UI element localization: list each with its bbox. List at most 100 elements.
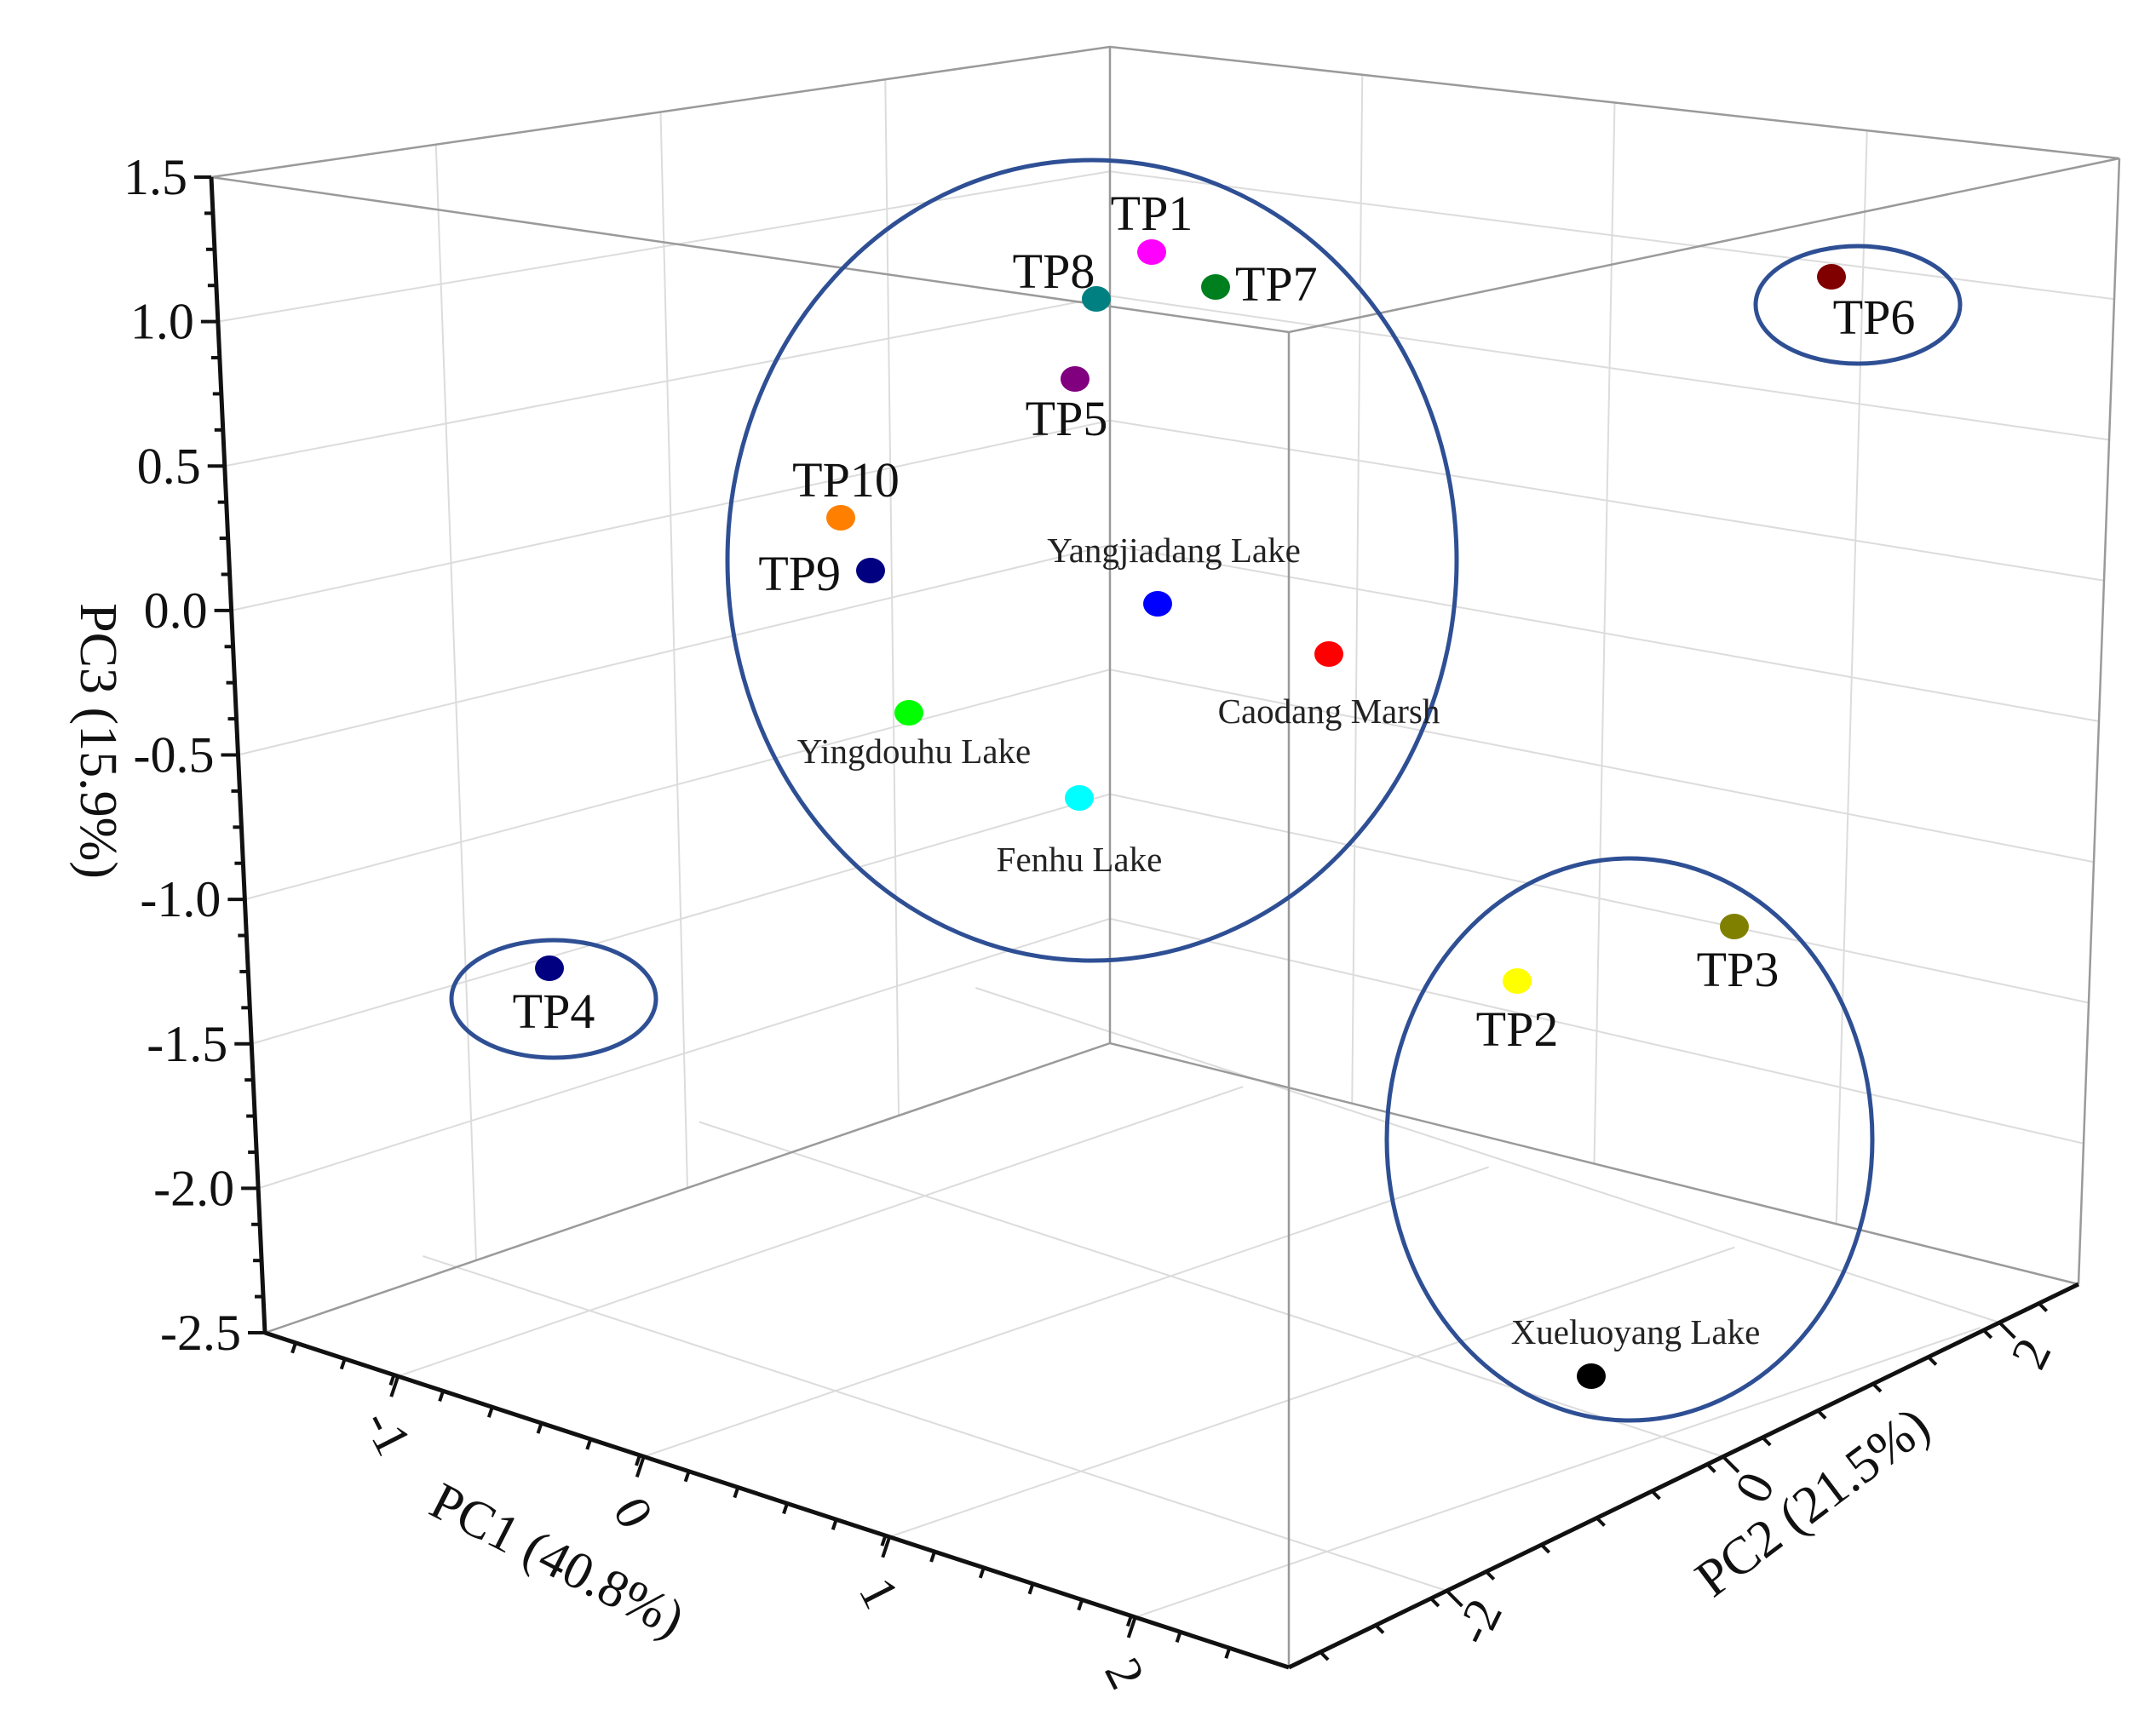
- y-minor-tick: [1927, 1356, 1938, 1366]
- data-points: TP1 TP7 TP8 TP5 TP10 TP9 Yangjiadang Lake Caoda…: [513, 186, 1916, 1389]
- data-point-caodang-marsh: [1314, 641, 1343, 667]
- y-minor-tick: [1982, 1328, 1993, 1340]
- axes: [209, 176, 2080, 1670]
- x-minor-tick: [1077, 1598, 1084, 1611]
- z-tick-label: 0.0: [144, 582, 208, 639]
- cluster-ellipse-main: [725, 158, 1459, 963]
- z-gridline: [257, 917, 2084, 1190]
- back-wall-gridline: [434, 144, 477, 1261]
- x-minor-tick: [1027, 1583, 1035, 1595]
- data-point-label-xueluoyang-lake: Xueluoyang Lake: [1511, 1312, 1761, 1351]
- x-minor-tick: [486, 1406, 494, 1418]
- back-wall-gridline: [659, 112, 688, 1189]
- z-tick-label: -0.5: [134, 727, 215, 783]
- data-point-label-tp3: TP3: [1697, 942, 1779, 997]
- data-point-tp4: [535, 955, 564, 981]
- y-minor-tick: [1651, 1489, 1661, 1501]
- data-point-xueluoyang-lake: [1577, 1363, 1606, 1389]
- y-minor-tick: [1374, 1624, 1385, 1634]
- z-tick-label: 1.0: [130, 294, 194, 350]
- x-minor-tick: [1224, 1647, 1232, 1659]
- x-minor-tick: [929, 1551, 937, 1563]
- x-minor-tick: [635, 1455, 641, 1466]
- data-point-tp2: [1503, 968, 1532, 994]
- cluster-ellipse-tp4: [449, 938, 658, 1060]
- x-minor-tick: [1175, 1631, 1182, 1643]
- y-tick-mark: [1722, 1455, 1740, 1473]
- right-wall-gridline: [1835, 130, 1868, 1225]
- cluster-ellipse-tp2-tp3-xueluoyang: [1384, 856, 1875, 1423]
- data-point-label-tp10: TP10: [792, 452, 900, 508]
- x-tick-label: 2: [1094, 1650, 1155, 1698]
- right-wall-gridline: [1593, 102, 1616, 1164]
- data-point-label-tp6: TP6: [1833, 290, 1916, 345]
- y-minor-tick: [1540, 1543, 1551, 1554]
- y-minor-tick: [1485, 1570, 1496, 1581]
- x-minor-tick: [683, 1471, 691, 1483]
- x-tick-mark: [635, 1455, 646, 1478]
- z-tick-label: 1.5: [124, 149, 187, 205]
- data-point-tp8: [1082, 286, 1111, 312]
- z-tick-label: -1.5: [147, 1016, 227, 1072]
- top-front-edges: [210, 157, 2120, 334]
- y-axis-line: [1287, 1282, 2080, 1670]
- x-tick-label: 0: [602, 1489, 664, 1537]
- y-minor-tick: [1761, 1436, 1772, 1447]
- y-minor-tick: [1429, 1597, 1440, 1608]
- y-tick-label: 2: [2000, 1329, 2061, 1377]
- x-minor-tick: [290, 1342, 297, 1354]
- x-minor-tick: [1125, 1615, 1133, 1627]
- right-wall-gridline: [1351, 74, 1364, 1104]
- z-tick-label: 0.5: [137, 438, 201, 494]
- y-minor-tick: [1816, 1409, 1827, 1420]
- x-minor-tick: [831, 1518, 838, 1530]
- y-axis-title: PC2 (21.5%): [1685, 1396, 1940, 1608]
- back-top-edge: [210, 45, 2120, 179]
- x-minor-tick: [536, 1422, 543, 1434]
- data-point-tp3: [1720, 914, 1749, 939]
- x-minor-tick: [880, 1535, 888, 1546]
- z-tick-label: -2.0: [153, 1160, 234, 1216]
- x-tick-mark: [881, 1536, 892, 1558]
- y-gridline: [699, 1121, 1724, 1458]
- cluster-ellipse-tp6: [1753, 244, 1963, 366]
- data-point-fenhu-lake: [1065, 785, 1094, 811]
- data-point-tp9: [856, 558, 885, 583]
- data-point-label-fenhu-lake: Fenhu Lake: [997, 840, 1163, 879]
- data-point-yingdouhu-lake: [894, 700, 923, 726]
- y-tick-mark: [1998, 1321, 2016, 1340]
- z-gridline: [264, 1041, 2079, 1334]
- z-axis-title: PC3 (15.9%): [69, 603, 127, 879]
- y-minor-tick: [1871, 1382, 1883, 1393]
- x-gridline: [397, 1086, 1244, 1378]
- right-vertical-edge: [2077, 158, 2121, 1285]
- floor-back-edges: [264, 1041, 2079, 1334]
- data-point-label-tp1: TP1: [1111, 186, 1193, 241]
- z-tick-label: -2.5: [160, 1305, 241, 1361]
- data-point-label-caodang-marsh: Caodang Marsh: [1218, 691, 1440, 731]
- plot-box-frame: [210, 45, 2121, 1667]
- x-minor-tick: [733, 1486, 740, 1499]
- data-point-label-tp2: TP2: [1476, 1001, 1559, 1057]
- x-tick-mark: [389, 1375, 400, 1397]
- x-minor-tick: [438, 1390, 446, 1403]
- data-point-label-tp5: TP5: [1026, 391, 1108, 446]
- cluster-ellipses: [449, 158, 1963, 1423]
- data-point-label-tp4: TP4: [513, 984, 595, 1039]
- data-point-label-yangjiadang-lake: Yangjiadang Lake: [1047, 531, 1301, 570]
- y-minor-tick: [1705, 1463, 1716, 1473]
- data-point-tp10: [826, 505, 855, 531]
- data-point-tp7: [1201, 274, 1230, 300]
- y-tick-mark: [1445, 1589, 1463, 1608]
- y-gridline: [975, 987, 2000, 1323]
- x-tick-label: 1: [848, 1569, 910, 1617]
- x-gridline: [643, 1166, 1490, 1458]
- z-gridline: [238, 543, 2100, 756]
- x-tick-mark: [1126, 1616, 1137, 1638]
- y-minor-tick: [1595, 1517, 1606, 1527]
- x-tick-label: -1: [353, 1401, 422, 1464]
- data-point-label-tp7: TP7: [1235, 256, 1318, 312]
- y-gridline: [423, 1255, 1447, 1592]
- x-gridline: [1135, 1327, 1981, 1618]
